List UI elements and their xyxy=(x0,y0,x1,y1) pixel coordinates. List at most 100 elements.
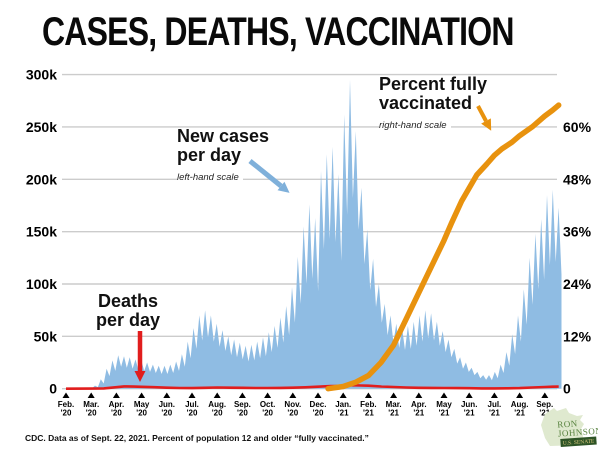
x-tick-month-label: Mar. xyxy=(386,400,402,409)
x-tick-month-label: Jul. xyxy=(185,400,199,409)
vaccination-arrow-icon-head xyxy=(481,118,492,131)
x-tick-month-label: Feb. xyxy=(58,400,74,409)
x-tick-year-label: '20 xyxy=(313,409,324,418)
right-axis-label: 60% xyxy=(563,119,592,135)
x-tick-marker xyxy=(314,392,322,398)
annotation-deaths: Deaths per day xyxy=(84,292,172,330)
vaccination-arrow-icon xyxy=(476,105,488,122)
left-axis-label: 150k xyxy=(26,224,57,240)
cases-arrow-icon-head xyxy=(277,181,290,193)
annotation-deaths-line2: per day xyxy=(95,310,161,330)
annotation-new-cases-line2: per day xyxy=(177,145,242,165)
x-tick-marker xyxy=(440,392,448,398)
x-tick-month-label: Aug. xyxy=(208,400,226,409)
x-tick-year-label: '21 xyxy=(464,409,475,418)
x-tick-marker xyxy=(238,392,246,398)
x-tick-marker xyxy=(62,392,70,398)
annotation-right-scale-note: right-hand scale xyxy=(379,119,451,134)
x-tick-marker xyxy=(289,392,297,398)
x-tick-marker xyxy=(138,392,146,398)
right-axis-label: 48% xyxy=(563,171,592,187)
cases-area-series xyxy=(66,79,562,389)
x-tick-month-label: Jun. xyxy=(461,400,477,409)
x-tick-marker xyxy=(541,392,549,398)
x-tick-month-label: Jun. xyxy=(159,400,175,409)
page-title: CASES, DEATHS, VACCINATION xyxy=(42,10,514,54)
x-tick-marker xyxy=(516,392,524,398)
x-tick-month-label: May xyxy=(134,400,150,409)
x-tick-month-label: Apr. xyxy=(411,400,427,409)
x-tick-year-label: '21 xyxy=(338,409,349,418)
x-tick-year-label: '20 xyxy=(86,409,97,418)
x-tick-month-label: Nov. xyxy=(284,400,301,409)
logo-band xyxy=(560,436,597,447)
logo-line2: JOHNSON xyxy=(558,426,598,439)
vaccination-line-series xyxy=(325,102,562,392)
left-axis-label: 0 xyxy=(49,381,57,397)
x-tick-year-label: '20 xyxy=(161,409,172,418)
x-tick-marker xyxy=(112,392,120,398)
left-axis-label: 200k xyxy=(26,171,57,187)
cases-arrow-icon xyxy=(248,159,283,188)
deaths-arrow-icon-head xyxy=(134,371,146,382)
annotation-vaccinated-line1: Percent fully xyxy=(379,74,488,94)
logo-line1: RON xyxy=(557,418,578,429)
annotation-new-cases-line1: New cases xyxy=(177,126,270,146)
x-tick-marker xyxy=(188,392,196,398)
left-axis-label: 50k xyxy=(34,328,58,344)
x-tick-year-label: '20 xyxy=(136,409,147,418)
x-tick-marker xyxy=(490,392,498,398)
x-tick-year-label: '21 xyxy=(514,409,525,418)
x-tick-month-label: Jul. xyxy=(488,400,502,409)
x-tick-year-label: '21 xyxy=(388,409,399,418)
left-axis-label: 300k xyxy=(26,67,57,83)
x-tick-year-label: '20 xyxy=(262,409,273,418)
x-tick-month-label: Sep. xyxy=(536,400,553,409)
x-tick-year-label: '21 xyxy=(439,409,450,418)
x-tick-marker xyxy=(163,392,171,398)
source-note: CDC. Data as of Sept. 22, 2021. Percent … xyxy=(25,433,369,443)
x-tick-month-label: Apr. xyxy=(109,400,125,409)
x-tick-year-label: '20 xyxy=(212,409,223,418)
x-tick-month-label: Feb. xyxy=(360,400,376,409)
x-tick-month-label: Dec. xyxy=(310,400,327,409)
x-tick-year-label: '21 xyxy=(413,409,424,418)
left-axis-label: 250k xyxy=(26,119,57,135)
x-tick-month-label: Oct. xyxy=(260,400,276,409)
x-tick-month-label: Sep. xyxy=(234,400,251,409)
x-tick-marker xyxy=(364,392,372,398)
x-tick-month-label: Jan. xyxy=(335,400,351,409)
ron-johnson-senate-logo: RON JOHNSON U.S. SENATE xyxy=(541,408,598,447)
right-axis-label: 12% xyxy=(563,328,592,344)
right-axis-label: 36% xyxy=(563,224,592,240)
x-tick-year-label: '20 xyxy=(187,409,198,418)
left-axis-label: 100k xyxy=(26,276,57,292)
x-tick-year-label: '20 xyxy=(61,409,72,418)
x-tick-marker xyxy=(87,392,95,398)
right-axis-label: 0 xyxy=(563,381,571,397)
annotation-vaccinated: Percent fully vaccinated right-hand scal… xyxy=(379,75,487,134)
x-tick-month-label: Mar. xyxy=(83,400,99,409)
x-tick-year-label: '21 xyxy=(539,409,550,418)
x-tick-month-label: Aug. xyxy=(511,400,529,409)
x-tick-year-label: '20 xyxy=(237,409,248,418)
x-tick-marker xyxy=(264,392,272,398)
x-tick-marker xyxy=(465,392,473,398)
deaths-line-series xyxy=(65,383,559,391)
annotation-new-cases: New cases per day left-hand scale xyxy=(177,127,269,186)
x-tick-year-label: '20 xyxy=(287,409,298,418)
x-tick-marker xyxy=(390,392,398,398)
x-tick-year-label: '20 xyxy=(111,409,122,418)
annotation-vaccinated-line2: vaccinated xyxy=(379,93,473,113)
logo-line3: U.S. SENATE xyxy=(563,439,596,447)
wisconsin-state-icon xyxy=(541,408,584,446)
annotation-left-scale-note: left-hand scale xyxy=(177,171,243,186)
x-tick-month-label: May xyxy=(436,400,452,409)
x-tick-year-label: '21 xyxy=(363,409,374,418)
right-axis-label: 24% xyxy=(563,276,592,292)
x-tick-marker xyxy=(213,392,221,398)
x-tick-year-label: '21 xyxy=(489,409,500,418)
annotation-deaths-line1: Deaths xyxy=(97,291,159,311)
